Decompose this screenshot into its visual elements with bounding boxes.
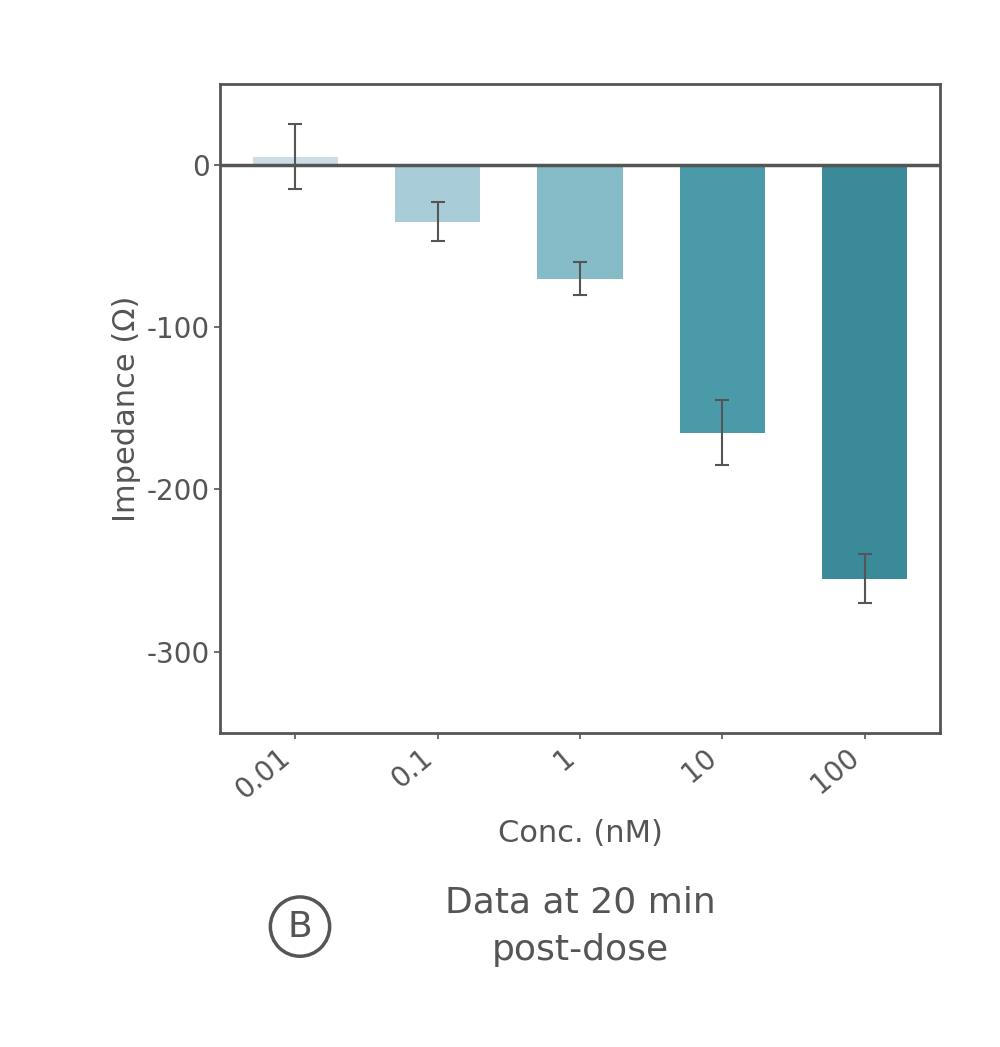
- Bar: [395, 165, 480, 222]
- Bar: [680, 165, 765, 432]
- X-axis label: Conc. (nM): Conc. (nM): [498, 819, 662, 847]
- Y-axis label: Impedance (Ω): Impedance (Ω): [112, 295, 141, 521]
- Text: Data at 20 min
post-dose: Data at 20 min post-dose: [445, 886, 715, 967]
- Text: B: B: [288, 910, 312, 943]
- Bar: [822, 165, 907, 579]
- Bar: [537, 165, 623, 279]
- Bar: [253, 157, 338, 165]
